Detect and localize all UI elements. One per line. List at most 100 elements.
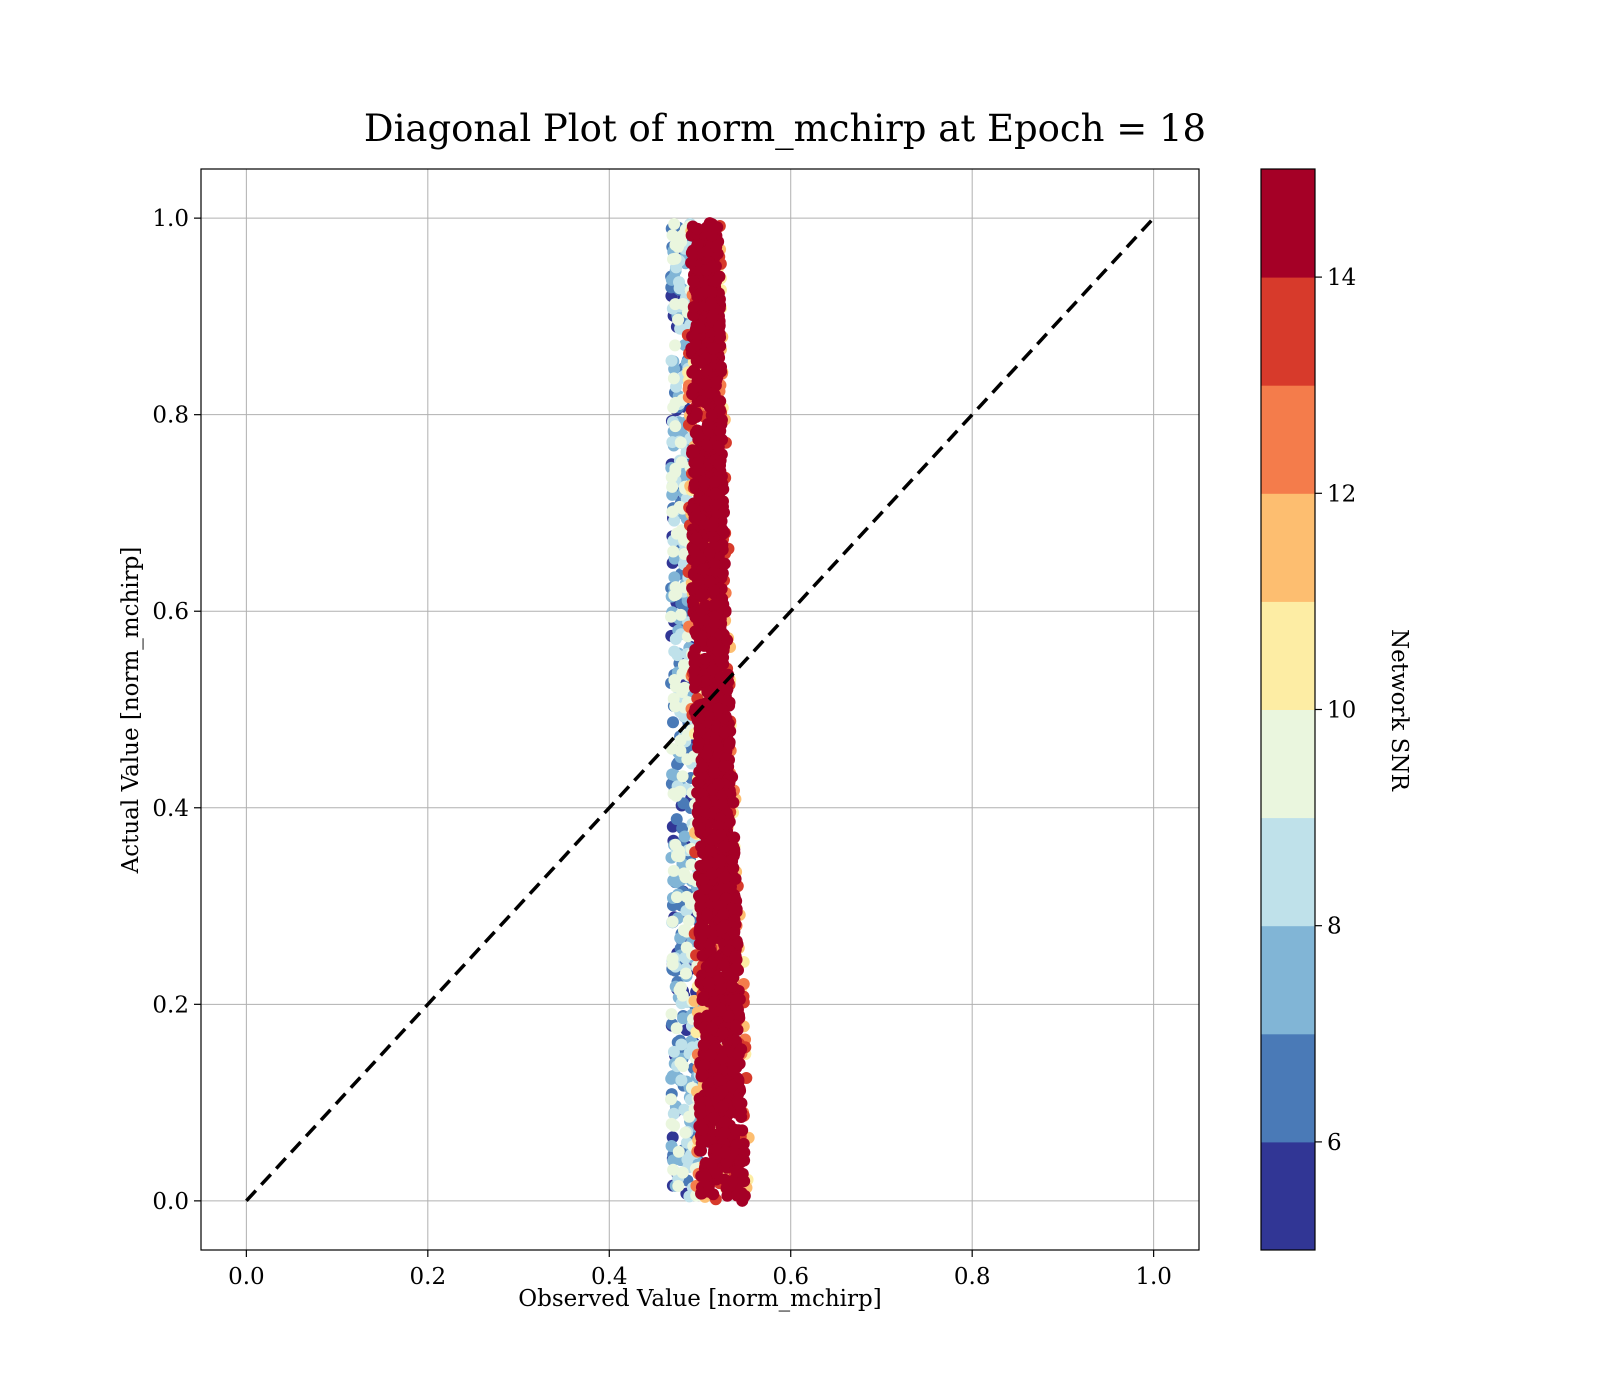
scatter-point bbox=[695, 634, 708, 647]
scatter-point bbox=[721, 634, 734, 647]
colorbar-level bbox=[1261, 385, 1315, 494]
scatter-point bbox=[715, 361, 728, 374]
scatter-point bbox=[667, 1045, 680, 1058]
scatter-point bbox=[705, 298, 718, 311]
y-tick-label: 0.8 bbox=[152, 403, 189, 429]
scatter-point bbox=[699, 495, 712, 508]
scatter-point bbox=[709, 734, 722, 747]
scatter-point bbox=[682, 914, 695, 927]
scatter-point bbox=[707, 584, 720, 597]
scatter-point bbox=[685, 246, 698, 259]
scatter-point bbox=[708, 617, 721, 630]
scatter-point bbox=[704, 1049, 717, 1062]
scatter-point bbox=[677, 924, 690, 937]
scatter-point bbox=[694, 724, 707, 737]
scatter-point bbox=[718, 1146, 731, 1159]
scatter-point bbox=[700, 365, 713, 378]
scatter-point bbox=[665, 354, 678, 367]
scatter-point bbox=[703, 546, 716, 559]
scatter-point bbox=[719, 871, 732, 884]
scatter-point bbox=[672, 1179, 685, 1192]
colorbar: 6 8 10 12 14 bbox=[1260, 168, 1356, 1251]
scatter-point bbox=[665, 610, 678, 623]
scatter-point bbox=[692, 736, 705, 749]
x-tick-label: 0.4 bbox=[591, 1264, 628, 1290]
scatter-point bbox=[699, 1133, 712, 1146]
colorbar-level bbox=[1261, 169, 1315, 278]
y-tick-label: 1.0 bbox=[152, 206, 189, 232]
scatter-point bbox=[675, 1038, 688, 1051]
scatter-point bbox=[674, 744, 687, 757]
scatter-point bbox=[706, 1022, 719, 1035]
scatter-point bbox=[665, 471, 678, 484]
scatter-point bbox=[699, 1171, 712, 1184]
scatter-point bbox=[689, 675, 702, 688]
scatter-point bbox=[696, 760, 709, 773]
scatter-point bbox=[677, 659, 690, 672]
scatter-point bbox=[670, 876, 683, 889]
scatter-point bbox=[667, 253, 680, 266]
scatter-point bbox=[688, 664, 701, 677]
scatter-point bbox=[687, 382, 700, 395]
scatter-point bbox=[738, 1189, 751, 1202]
scatter-point bbox=[676, 1166, 689, 1179]
colorbar-level bbox=[1261, 709, 1315, 819]
scatter-point bbox=[716, 567, 729, 580]
colorbar-level bbox=[1261, 817, 1315, 927]
colorbar-tick-label: 6 bbox=[1327, 1130, 1342, 1156]
scatter-point bbox=[703, 938, 716, 951]
scatter-point bbox=[723, 738, 736, 751]
scatter-point bbox=[718, 726, 731, 739]
scatter-point bbox=[687, 300, 700, 313]
colorbar-label: Network SNR bbox=[1386, 629, 1412, 792]
scatter-point bbox=[709, 221, 722, 234]
scatter-point bbox=[676, 770, 689, 783]
scatter-point bbox=[727, 861, 740, 874]
scatter-point bbox=[695, 1144, 708, 1157]
scatter-point bbox=[717, 598, 730, 611]
colorbar-level bbox=[1261, 1141, 1315, 1251]
scatter-point bbox=[708, 996, 721, 1009]
scatter-point bbox=[715, 922, 728, 935]
scatter-point bbox=[666, 915, 679, 928]
scatter-point bbox=[708, 475, 721, 488]
scatter-point bbox=[676, 685, 689, 698]
scatter-point bbox=[696, 1123, 709, 1136]
scatter-point bbox=[669, 298, 682, 311]
chart-title: Diagonal Plot of norm_mchirp at Epoch = … bbox=[364, 107, 1206, 151]
colorbar-level bbox=[1261, 1033, 1315, 1143]
scatter-point bbox=[692, 430, 705, 443]
scatter-point bbox=[707, 342, 720, 355]
scatter-point bbox=[710, 275, 723, 288]
scatter-point bbox=[710, 1166, 723, 1179]
colorbar-level bbox=[1261, 601, 1315, 710]
scatter-point bbox=[695, 588, 708, 601]
scatter-point bbox=[727, 840, 740, 853]
x-tick-label: 0.8 bbox=[954, 1264, 991, 1290]
scatter-point bbox=[725, 1079, 738, 1092]
scatter-point bbox=[695, 931, 708, 944]
scatter-point bbox=[698, 613, 711, 626]
scatter-point bbox=[694, 892, 707, 905]
scatter-point bbox=[669, 339, 682, 352]
scatter-point bbox=[679, 1126, 692, 1139]
scatter-point bbox=[666, 480, 679, 493]
scatter-point bbox=[699, 652, 712, 665]
colorbar-tick-label: 14 bbox=[1327, 265, 1356, 291]
scatter-point bbox=[667, 1107, 680, 1120]
scatter-point bbox=[689, 338, 702, 351]
scatter-point bbox=[667, 1154, 680, 1167]
scatter-point bbox=[690, 510, 703, 523]
scatter-point bbox=[687, 445, 700, 458]
scatter-point bbox=[668, 645, 681, 658]
scatter-point bbox=[712, 702, 725, 715]
scatter-point bbox=[698, 1059, 711, 1072]
scatter-point bbox=[722, 1010, 735, 1023]
scatter-point bbox=[699, 378, 712, 391]
scatter-point bbox=[712, 1074, 725, 1087]
scatter-point bbox=[712, 778, 725, 791]
scatter-point bbox=[677, 1012, 690, 1025]
scatter-point bbox=[696, 563, 709, 576]
scatter-point bbox=[667, 545, 680, 558]
